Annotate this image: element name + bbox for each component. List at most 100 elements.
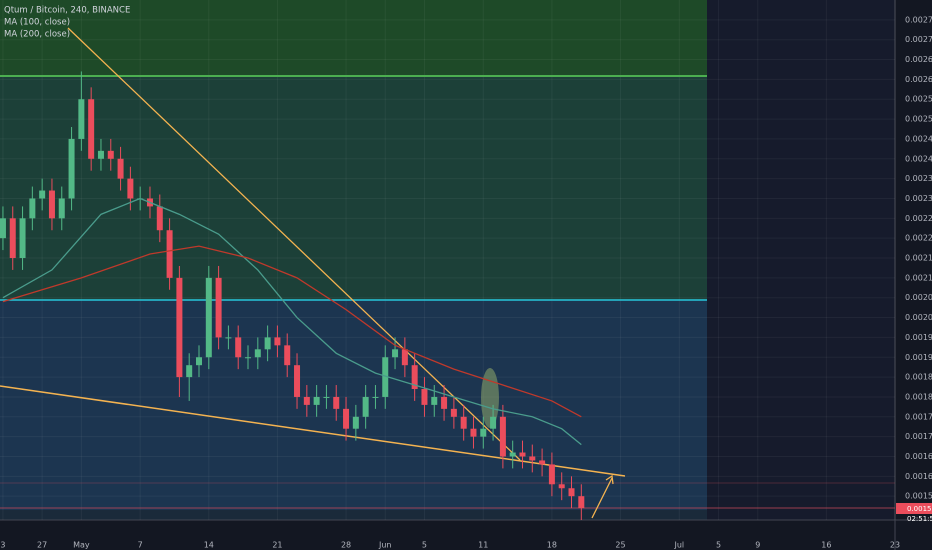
candle-body bbox=[97, 150, 104, 159]
candle-body bbox=[411, 365, 418, 390]
candle-body bbox=[58, 198, 65, 219]
y-tick-label: 0.001650 bbox=[905, 452, 932, 461]
y-tick-label: 0.002150 bbox=[905, 254, 932, 263]
candle-body bbox=[303, 396, 310, 405]
last-price-box bbox=[896, 503, 932, 514]
candle-body bbox=[548, 464, 555, 485]
candle-body bbox=[39, 190, 46, 199]
candle-body bbox=[460, 416, 467, 429]
candle-body bbox=[509, 452, 516, 457]
x-tick-label: 18 bbox=[547, 541, 557, 550]
x-tick-label: 11 bbox=[478, 541, 488, 550]
x-tick-label: 5 bbox=[422, 541, 427, 550]
candle-body bbox=[166, 230, 173, 278]
x-tick-label: 9 bbox=[755, 541, 760, 550]
x-tick-label: 14 bbox=[204, 541, 214, 550]
candle-body bbox=[372, 396, 379, 398]
candle-body bbox=[48, 190, 55, 219]
legend-entry: MA (200, close) bbox=[4, 30, 70, 40]
y-tick-label: 0.002400 bbox=[905, 154, 932, 163]
y-tick-label: 0.002600 bbox=[905, 75, 932, 84]
candle-body bbox=[578, 496, 585, 509]
x-tick-label: 23 bbox=[890, 541, 900, 550]
candle-body bbox=[382, 357, 389, 397]
candle-body bbox=[499, 416, 506, 457]
candle-body bbox=[88, 99, 95, 159]
legend-entry: MA (100, close) bbox=[4, 18, 70, 28]
candle-body bbox=[323, 396, 330, 398]
candle-body bbox=[519, 452, 526, 457]
candle-body bbox=[19, 218, 26, 259]
candle-body bbox=[117, 158, 124, 179]
candle-body bbox=[333, 396, 340, 409]
x-tick-label: 5 bbox=[716, 541, 721, 550]
x-tick-label: 21 bbox=[272, 541, 282, 550]
y-tick-label: 0.002250 bbox=[905, 214, 932, 223]
y-tick-label: 0.002450 bbox=[905, 134, 932, 143]
y-tick-label: 0.001850 bbox=[905, 373, 932, 382]
y-tick-label: 0.002550 bbox=[905, 95, 932, 104]
candle-body bbox=[215, 277, 222, 338]
candle-body bbox=[29, 198, 36, 219]
candle-body bbox=[245, 357, 252, 359]
x-tick-label: 16 bbox=[821, 541, 831, 550]
candle-body bbox=[294, 365, 301, 397]
y-tick-label: 0.001900 bbox=[905, 353, 932, 362]
candle-body bbox=[558, 484, 565, 489]
y-tick-label: 0.001550 bbox=[905, 492, 932, 501]
candle-body bbox=[450, 408, 457, 417]
candle-body bbox=[274, 337, 281, 346]
candle-body bbox=[186, 365, 193, 378]
candle-body bbox=[68, 138, 75, 199]
y-tick-label: 0.002750 bbox=[905, 15, 932, 24]
y-tick-label: 0.001800 bbox=[905, 392, 932, 401]
x-tick-label: 27 bbox=[37, 541, 47, 550]
candle-body bbox=[431, 396, 438, 405]
y-tick-label: 0.002300 bbox=[905, 194, 932, 203]
x-tick-label: 7 bbox=[138, 541, 143, 550]
candle-body bbox=[539, 460, 546, 465]
drawings bbox=[0, 27, 895, 519]
x-tick-label: May bbox=[73, 541, 90, 550]
candle-body bbox=[421, 389, 428, 405]
x-tick-label: 28 bbox=[341, 541, 351, 550]
y-tick-label: 0.001600 bbox=[905, 472, 932, 481]
last-price: 0.001518 bbox=[907, 505, 932, 513]
candle-body bbox=[176, 277, 183, 378]
y-tick-label: 0.001700 bbox=[905, 432, 932, 441]
candle-body bbox=[107, 150, 114, 159]
x-tick-label: Jul bbox=[674, 541, 685, 550]
countdown: 02:51:58 bbox=[907, 515, 932, 523]
chart-title: Qtum / Bitcoin, 240, BINANCE bbox=[4, 6, 130, 16]
candle-body bbox=[264, 337, 271, 350]
candle-body bbox=[195, 357, 202, 366]
y-tick-label: 0.002000 bbox=[905, 313, 932, 322]
candle-body bbox=[392, 349, 399, 358]
candle-body bbox=[313, 396, 320, 405]
candle-body bbox=[284, 345, 291, 366]
moving-average-line bbox=[2, 197, 582, 446]
candle-body bbox=[568, 488, 575, 497]
y-tick-label: 0.002650 bbox=[905, 55, 932, 64]
candle-body bbox=[9, 218, 16, 259]
y-tick-label: 0.002350 bbox=[905, 174, 932, 183]
candle-body bbox=[362, 396, 369, 417]
candle-body bbox=[225, 337, 232, 339]
candle-body bbox=[343, 408, 350, 429]
y-tick-label: 0.002050 bbox=[905, 293, 932, 302]
y-tick-label: 0.002500 bbox=[905, 115, 932, 124]
moving-average-line bbox=[2, 245, 582, 418]
candle-body bbox=[156, 206, 163, 231]
x-tick-label: 3 bbox=[0, 541, 5, 550]
candle-body bbox=[401, 349, 408, 366]
y-tick-label: 0.001750 bbox=[905, 412, 932, 421]
y-tick-label: 0.002200 bbox=[905, 234, 932, 243]
candle-body bbox=[529, 456, 536, 461]
candle-body bbox=[127, 178, 134, 199]
x-tick-label: 25 bbox=[615, 541, 625, 550]
grid bbox=[0, 0, 896, 520]
candle-body bbox=[0, 218, 6, 239]
candle-body bbox=[205, 277, 212, 358]
